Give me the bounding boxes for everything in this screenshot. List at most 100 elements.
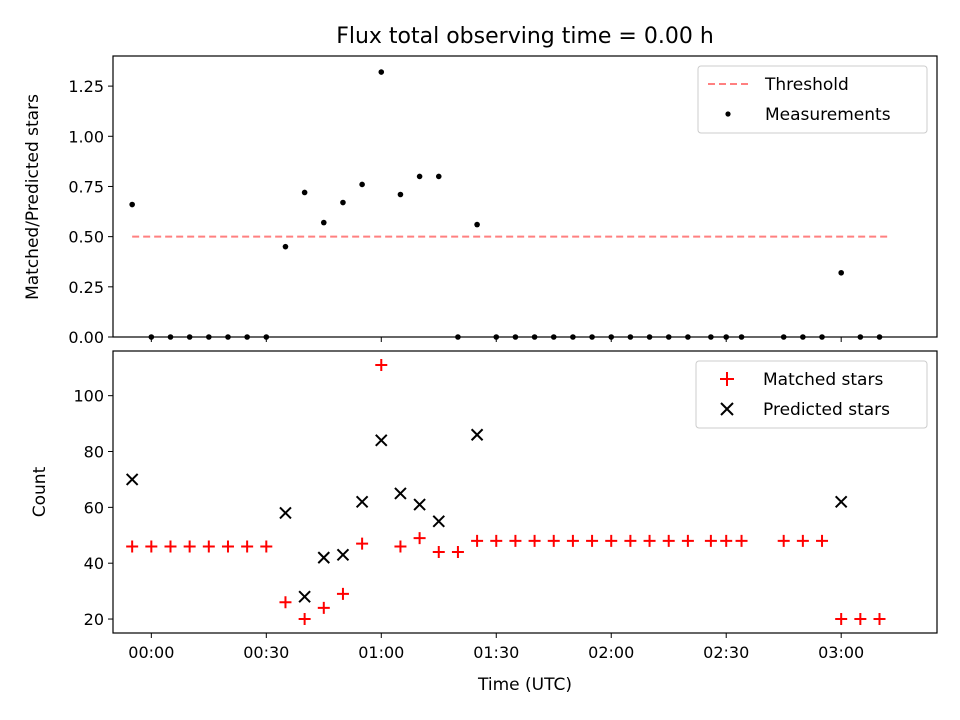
matched-stars-point <box>566 534 579 547</box>
matched-stars-point <box>681 534 694 547</box>
legend-measurements-swatch <box>725 111 731 117</box>
matched-stars-point <box>490 534 503 547</box>
matched-stars-point <box>816 534 829 547</box>
matched-stars-point <box>413 532 426 545</box>
measurements-point <box>397 191 404 198</box>
measurements-point <box>340 199 346 206</box>
matched-stars-point <box>873 613 886 626</box>
matched-stars-point <box>260 540 273 553</box>
top-plot-area: 0.00 0.25 0.50 0.75 1.00 1.25 <box>68 69 890 347</box>
bottom-plot-area: 20 40 60 80 100 00:00 00:30 01:00 01:30 02:00 02:3… <box>73 358 886 662</box>
measurements-point <box>435 173 442 180</box>
matched-stars-point <box>547 534 560 547</box>
matched-stars-point <box>317 601 330 614</box>
measurements-point <box>282 243 289 250</box>
x-tick-label: 00:00 <box>128 643 174 662</box>
matched-stars-point <box>356 537 369 550</box>
predicted-stars-point <box>355 495 369 508</box>
predicted-stars-point <box>470 428 484 441</box>
matched-stars-point <box>336 587 349 600</box>
matched-stars-point <box>624 534 637 547</box>
measurements-point <box>378 69 385 75</box>
measurements-point <box>129 201 135 208</box>
x-tick-label: 00:30 <box>243 643 289 662</box>
y-tick-label: 0.75 <box>68 177 104 196</box>
predicted-stars-point <box>432 515 445 528</box>
x-tick-label: 01:00 <box>358 643 404 662</box>
predicted-stars-point <box>375 434 388 447</box>
matched-stars-point <box>394 540 407 553</box>
matched-stars-point <box>835 613 848 626</box>
matched-stars-point <box>432 546 445 559</box>
matched-stars-point <box>662 534 675 547</box>
matched-stars-point <box>528 534 541 547</box>
y-tick-label: 1.25 <box>68 77 104 96</box>
bottom-legend-box <box>695 360 928 429</box>
x-tick-label: 03:00 <box>818 643 864 662</box>
x-tick-label: 01:30 <box>473 643 519 662</box>
predicted-stars-point <box>834 495 848 508</box>
legend-predicted-swatch <box>720 402 734 416</box>
matched-stars-point <box>471 534 484 547</box>
measurements-point <box>474 221 480 228</box>
bottom-axes-frame <box>112 350 938 634</box>
predicted-stars-point <box>279 506 292 520</box>
matched-stars-point <box>221 540 234 553</box>
legend-matched-label: Matched stars <box>763 370 883 390</box>
measurements-point <box>359 181 365 188</box>
matched-stars-point <box>509 534 522 547</box>
predicted-stars-point <box>413 498 426 511</box>
matched-stars-point <box>704 534 717 547</box>
top-legend: Threshold Measurements <box>697 65 928 134</box>
y-tick-label: 0.25 <box>68 278 104 297</box>
predicted-stars-point <box>298 590 311 603</box>
matched-stars-point <box>164 540 177 553</box>
top-axes-frame <box>112 55 938 338</box>
top-chart-title: Flux total observing time = 0.00 h <box>336 24 714 49</box>
matched-stars-point <box>586 534 599 547</box>
bottom-y-axis-label: Count <box>30 466 50 517</box>
matched-stars-point <box>145 540 158 553</box>
measurements-point <box>838 269 844 276</box>
measurements-point <box>416 173 423 180</box>
matched-stars-point <box>241 540 254 553</box>
y-tick-label: 20 <box>84 610 104 629</box>
y-tick-label: 80 <box>84 443 104 462</box>
bottom-x-axis-label: Time (UTC) <box>477 675 572 695</box>
predicted-stars-point <box>394 487 407 500</box>
measurements-point <box>301 189 308 196</box>
predicted-stars-point <box>336 548 350 562</box>
legend-threshold-label: Threshold <box>764 75 849 95</box>
matched-stars-point <box>183 540 196 553</box>
matched-stars-point <box>279 596 292 609</box>
matched-stars-point <box>375 358 388 371</box>
matched-stars-point <box>202 540 215 553</box>
matched-stars-point <box>298 613 311 626</box>
y-tick-label: 0.00 <box>68 328 104 347</box>
predicted-stars-point <box>317 551 330 564</box>
y-tick-label: 40 <box>84 554 104 573</box>
bottom-legend: Matched stars Predicted stars <box>695 360 928 429</box>
legend-predicted-label: Predicted stars <box>763 400 890 420</box>
measurements-point <box>320 219 327 226</box>
legend-measurements-label: Measurements <box>765 105 891 125</box>
y-tick-label: 1.00 <box>68 127 104 146</box>
x-tick-label: 02:30 <box>703 643 749 662</box>
legend-matched-swatch <box>720 372 734 386</box>
matched-stars-point <box>643 534 656 547</box>
matched-stars-point <box>605 534 618 547</box>
predicted-stars-point <box>125 473 139 486</box>
matched-stars-point <box>720 534 733 547</box>
matched-stars-point <box>777 534 790 547</box>
y-tick-label: 100 <box>73 387 104 406</box>
x-tick-label: 02:00 <box>588 643 634 662</box>
matched-stars-point <box>854 613 867 626</box>
top-legend-box <box>697 65 928 134</box>
y-tick-label: 60 <box>84 498 104 517</box>
y-tick-label: 0.50 <box>68 228 104 247</box>
matched-stars-point <box>796 534 809 547</box>
matched-stars-point <box>126 540 139 553</box>
matched-stars-point <box>735 534 748 547</box>
top-y-axis-label: Matched/Predicted stars <box>23 94 43 300</box>
